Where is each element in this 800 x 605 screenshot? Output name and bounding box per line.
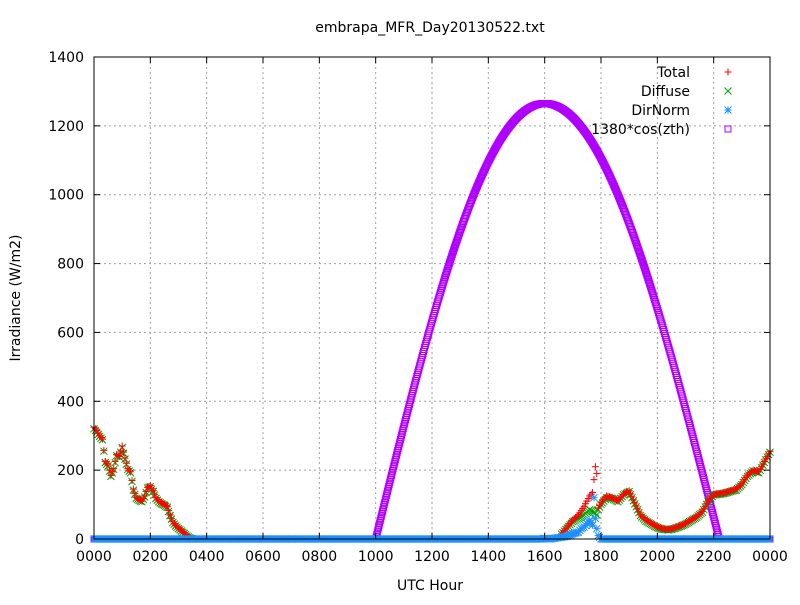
y-tick-label: 1200 bbox=[48, 119, 84, 135]
y-tick-label: 600 bbox=[57, 325, 84, 341]
legend-marker bbox=[725, 107, 732, 114]
y-tick-label: 200 bbox=[57, 463, 84, 479]
x-tick-label: 2200 bbox=[696, 549, 732, 565]
legend-label: 1380*cos(zth) bbox=[591, 122, 690, 138]
dirnorm-point bbox=[590, 494, 597, 501]
legend-label: Total bbox=[656, 65, 690, 81]
x-tick-label: 0200 bbox=[133, 549, 169, 565]
legend-label: DirNorm bbox=[631, 103, 690, 119]
x-tick-label: 0000 bbox=[752, 549, 788, 565]
x-tick-label: 0600 bbox=[245, 549, 281, 565]
dirnorm-point bbox=[592, 515, 599, 522]
y-tick-label: 800 bbox=[57, 257, 84, 273]
x-tick-label: 0000 bbox=[76, 549, 112, 565]
y-axis-label: Irradiance (W/m2) bbox=[8, 235, 24, 362]
y-tick-label: 400 bbox=[57, 394, 84, 410]
x-tick-label: 1200 bbox=[414, 549, 450, 565]
x-tick-label: 1600 bbox=[527, 549, 563, 565]
x-tick-label: 1400 bbox=[471, 549, 507, 565]
x-tick-label: 0400 bbox=[189, 549, 225, 565]
chart-title: embrapa_MFR_Day20130522.txt bbox=[315, 20, 545, 36]
legend-label: Diffuse bbox=[641, 84, 690, 100]
x-tick-label: 0800 bbox=[302, 549, 338, 565]
x-axis-label: UTC Hour bbox=[397, 578, 463, 594]
y-tick-label: 1400 bbox=[48, 50, 84, 66]
dirnorm-point bbox=[593, 525, 600, 532]
y-tick-label: 0 bbox=[75, 532, 84, 548]
x-tick-label: 2000 bbox=[640, 549, 676, 565]
y-tick-label: 1000 bbox=[48, 188, 84, 204]
x-tick-label: 1800 bbox=[583, 549, 619, 565]
dirnorm-point bbox=[589, 522, 596, 529]
x-tick-label: 1000 bbox=[358, 549, 394, 565]
